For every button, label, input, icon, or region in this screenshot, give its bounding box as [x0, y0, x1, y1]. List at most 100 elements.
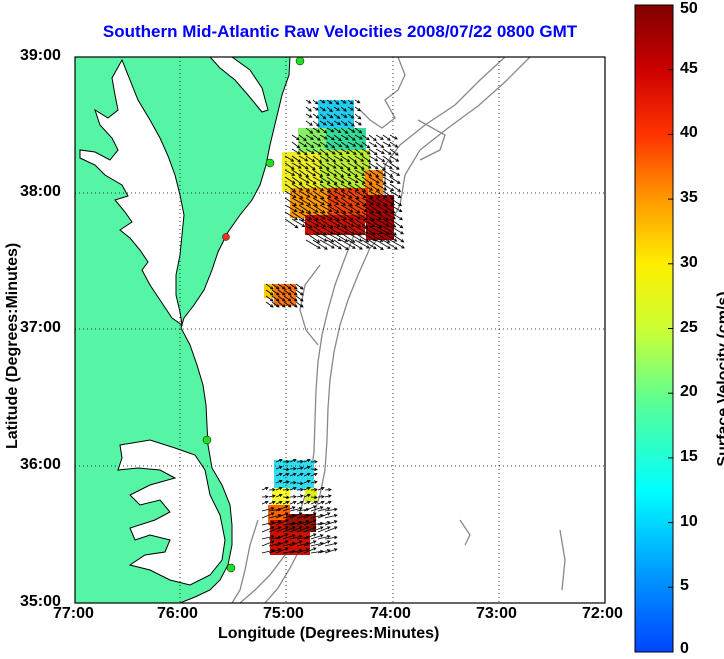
velocity-arrow [389, 197, 403, 207]
velocity-arrow [340, 239, 356, 249]
velocity-arrow [361, 197, 375, 205]
velocity-arrow [289, 526, 303, 533]
velocity-arrow [354, 113, 362, 120]
chesapeake-bay [79, 58, 185, 327]
velocity-arrow [340, 183, 353, 191]
velocity-arrow [382, 169, 394, 177]
velocity-arrow [305, 232, 321, 243]
velocity-arrow [282, 500, 290, 505]
velocity-arrow [261, 548, 275, 554]
velocity-arrow [382, 148, 392, 155]
velocity-arrow [298, 148, 308, 156]
velocity-arrow [326, 239, 342, 250]
velocity-arrow [296, 481, 304, 486]
velocity-arrow [333, 99, 340, 105]
velocity-arrow [305, 148, 315, 154]
velocity-arrow [291, 197, 305, 205]
velocity-arrow [368, 134, 377, 142]
velocity-arrow [340, 211, 354, 221]
velocity-arrow [305, 134, 314, 140]
velocity-arrow [282, 480, 290, 484]
velocity-arrow [347, 232, 363, 242]
velocity-arrow [389, 176, 401, 184]
x-tick-5: 72:00 [582, 605, 623, 622]
velocity-arrow [310, 487, 318, 492]
velocity-arrow [275, 479, 283, 484]
velocity-arrow [312, 183, 325, 192]
velocity-arrow [310, 506, 324, 512]
velocity-arrow [382, 197, 396, 206]
velocity-arrow [354, 155, 365, 162]
y-tick-3: 36:00 [20, 456, 61, 473]
velocity-arrow [389, 162, 400, 170]
velocity-arrow [375, 239, 391, 249]
velocity-arrow [354, 197, 368, 207]
velocity-arrow [295, 283, 304, 290]
velocity-arrow [310, 459, 318, 464]
velocity-arrow [347, 141, 357, 147]
velocity-arrow [265, 283, 274, 290]
velocity-arrow [326, 232, 342, 242]
velocity-arrow [347, 120, 355, 127]
velocity-arrow [317, 506, 331, 512]
velocity-arrow [361, 176, 373, 185]
velocity-arrow [291, 141, 301, 149]
colorbar-tick-label: 50 [680, 0, 698, 17]
velocity-arrow [324, 520, 338, 526]
velocity-arrow [284, 211, 298, 221]
velocity-arrow [324, 487, 332, 492]
velocity-arrow [291, 190, 304, 199]
velocity-arrow [275, 526, 289, 533]
velocity-arrow [347, 134, 356, 141]
velocity-arrow [289, 472, 297, 477]
velocity-arrow [289, 540, 303, 547]
plot-frame [74, 56, 606, 604]
velocity-arrow [319, 141, 329, 148]
velocity-arrow [296, 520, 310, 526]
velocity-arrow [291, 218, 306, 227]
velocity-arrow [347, 148, 357, 155]
velocity-arrow [265, 289, 274, 296]
velocity-arrow [289, 283, 298, 290]
velocity-arrow [347, 162, 358, 169]
velocity-arrow [354, 134, 363, 140]
velocity-arrow [303, 486, 311, 491]
velocity-arrow [389, 239, 405, 249]
velocity-arrow [382, 183, 395, 192]
velocity-arrow [324, 500, 332, 505]
velocity-arrow [319, 120, 327, 126]
velocity-arrow [382, 162, 393, 169]
velocity-arrow [326, 155, 337, 163]
velocity-arrow [312, 239, 328, 250]
velocity-arrow [268, 500, 276, 505]
velocity-arrow [312, 232, 328, 242]
y-axis-label: Latitude (Degrees:Minutes) [4, 242, 21, 449]
velocity-arrow [333, 190, 346, 198]
velocity-arrow [312, 190, 325, 200]
velocity-arrow [368, 239, 384, 251]
velocity-arrow [389, 148, 399, 156]
velocity-arrow [305, 155, 316, 163]
velocity-arrow [324, 526, 338, 533]
velocity-arrow [277, 295, 286, 302]
velocity-arrow [319, 127, 328, 134]
velocity-arrow [319, 176, 331, 184]
velocity-arrow [319, 169, 331, 176]
velocity-arrow [277, 301, 286, 308]
grid-lines [75, 57, 605, 603]
velocity-arrow [354, 232, 370, 243]
velocity-arrow [310, 500, 318, 505]
velocity-arrow [261, 534, 275, 540]
velocity-arrow [317, 500, 325, 505]
velocity-arrow [389, 204, 403, 213]
velocity-arrow [282, 506, 296, 512]
velocity-arrow [389, 155, 400, 162]
colorbar-tick-label: 40 [680, 124, 698, 142]
velocity-arrow [326, 169, 338, 177]
colorbar-tick-label: 20 [680, 383, 698, 401]
velocity-arrow [326, 113, 334, 119]
velocity-arrow [261, 486, 269, 491]
velocity-arrow [333, 211, 347, 220]
velocity-arrow [340, 218, 355, 227]
velocity-arrow [375, 225, 390, 235]
